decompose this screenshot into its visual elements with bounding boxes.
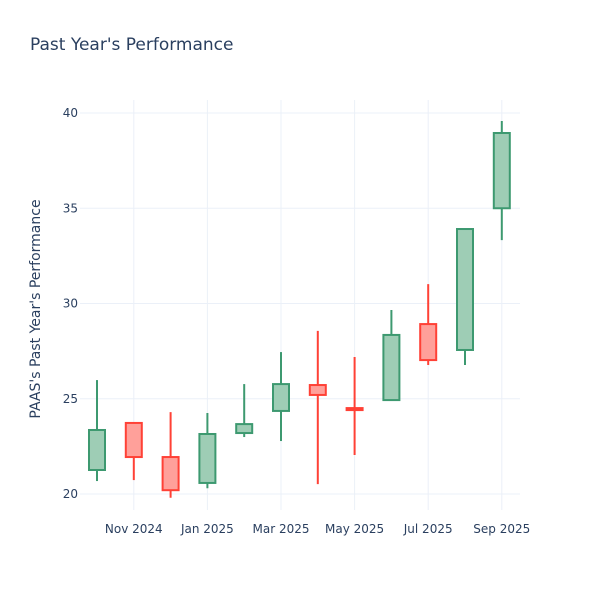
candle-body	[456, 228, 474, 351]
x-tick-label: Jul 2025	[403, 522, 453, 536]
candle-2024-10[interactable]	[88, 380, 106, 482]
x-tick-label: May 2025	[325, 522, 384, 536]
candle-2024-11[interactable]	[124, 421, 143, 481]
candle-2025-08[interactable]	[456, 228, 474, 366]
y-tick-label: 40	[63, 106, 78, 120]
candle-body	[272, 383, 290, 412]
candle-2025-07[interactable]	[419, 284, 438, 366]
candle-2025-01[interactable]	[198, 413, 217, 489]
candle-body	[419, 323, 438, 362]
x-tick-label: Nov 2024	[105, 522, 163, 536]
candle-2025-06[interactable]	[382, 309, 401, 402]
y-axis-label: PAAS's Past Year's Performance	[28, 199, 44, 418]
candle-body	[308, 384, 327, 396]
y-tick-label: 30	[63, 297, 78, 311]
candle-body	[345, 407, 364, 412]
x-tick-label: Mar 2025	[253, 522, 310, 536]
candle-body	[198, 432, 217, 484]
x-tick-label: Sep 2025	[473, 522, 530, 536]
candle-2025-02[interactable]	[235, 384, 254, 438]
candle-2025-04[interactable]	[308, 330, 327, 485]
candle-body	[124, 421, 143, 459]
candle-2025-03[interactable]	[272, 352, 290, 442]
candle-2025-05[interactable]	[345, 357, 364, 455]
x-tick-label: Jan 2025	[180, 522, 234, 536]
y-tick-label: 20	[63, 487, 78, 501]
candle-2024-12[interactable]	[161, 412, 180, 498]
y-tick-label: 25	[63, 392, 78, 406]
candle-body	[88, 428, 106, 471]
candle-body	[161, 456, 180, 492]
candle-body	[492, 132, 511, 210]
y-tick-label: 35	[63, 201, 78, 215]
candle-2025-09[interactable]	[492, 121, 511, 241]
candle-body	[235, 423, 254, 435]
candle-body	[382, 333, 401, 402]
chart-title: Past Year's Performance	[30, 35, 234, 55]
